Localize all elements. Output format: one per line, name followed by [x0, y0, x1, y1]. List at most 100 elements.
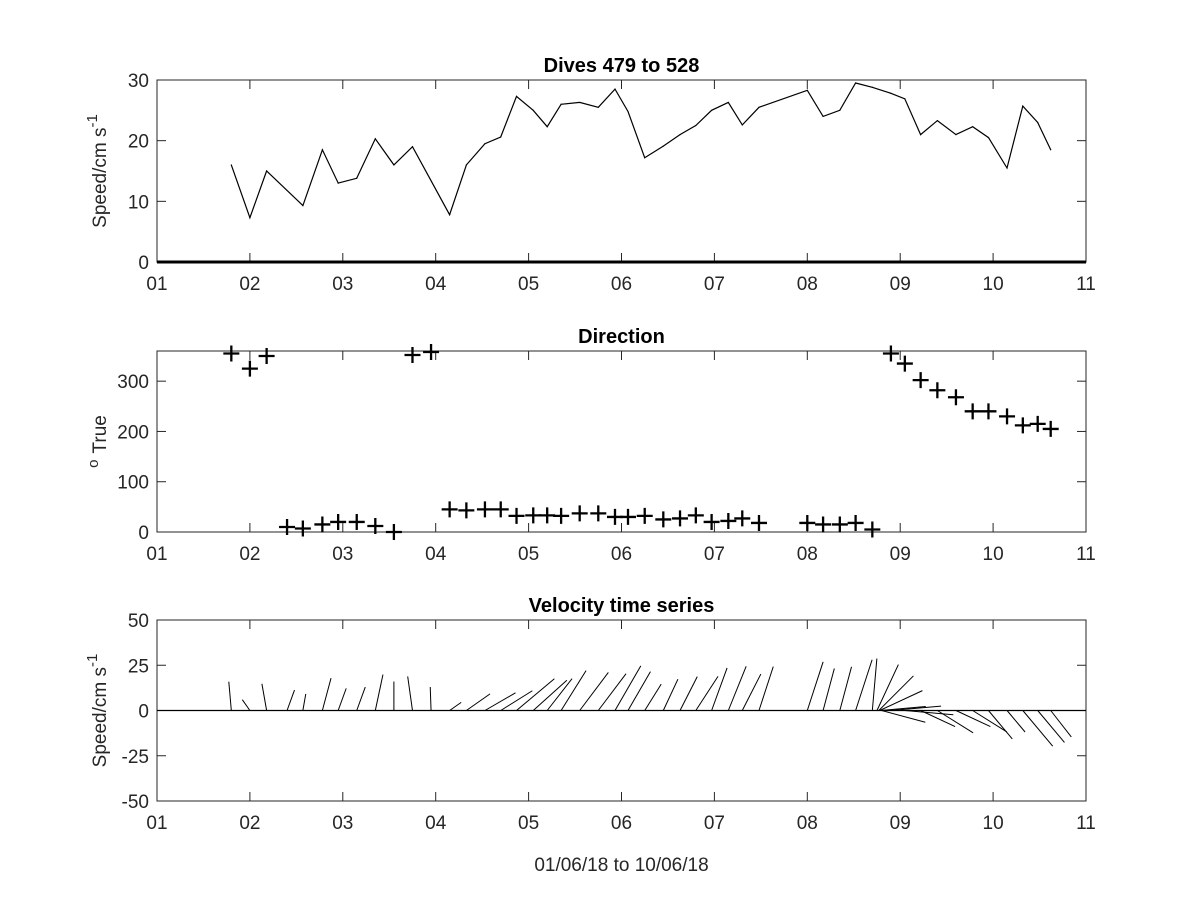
x-tick-label: 06	[611, 813, 632, 834]
direction-marker	[330, 513, 347, 530]
x-tick-label: 09	[890, 544, 911, 565]
direction-marker	[831, 516, 848, 533]
velocity-stick	[955, 710, 991, 728]
direction-marker	[672, 510, 689, 527]
speed-panel: 01 02 03 04 05 06 07 08 09 10 11 0 10 20 30 Dives 479 t…	[84, 55, 1096, 295]
speed-point	[972, 126, 974, 128]
speed-point	[266, 170, 268, 172]
direction-marker	[423, 344, 440, 361]
speed-point	[741, 124, 743, 126]
y-tick-label: -25	[122, 747, 149, 768]
velocity-stick	[695, 676, 719, 711]
velocity-stick	[429, 686, 432, 711]
velocity-stick	[1037, 710, 1065, 743]
direction-marker	[385, 524, 402, 540]
speed-point	[356, 177, 358, 179]
speed-point	[465, 164, 467, 166]
panel-title: Velocity time series	[529, 595, 715, 617]
x-tick-label: 10	[983, 274, 1004, 295]
direction-marker	[476, 501, 493, 518]
velocity-stick	[614, 665, 642, 711]
velocity-stick	[822, 668, 835, 711]
direction-marker	[980, 403, 997, 420]
speed-point	[920, 134, 922, 136]
speed-point	[515, 95, 518, 97]
velocity-stick	[302, 693, 307, 711]
velocity-stick	[741, 673, 762, 711]
speed-point	[302, 204, 304, 207]
speed-point	[904, 98, 906, 100]
x-tick-label: 04	[425, 544, 447, 565]
x-tick-label: 08	[797, 274, 818, 295]
y-axis-label-prefix: o	[85, 460, 102, 468]
velocity-stick	[881, 710, 926, 723]
speed-point	[1037, 121, 1039, 124]
direction-marker	[999, 408, 1016, 425]
axes-box	[156, 350, 1087, 533]
velocity-stick	[337, 688, 347, 711]
panel-title: Dives 479 to 528	[544, 55, 700, 77]
y-axis-label-text: Speed/cm s	[90, 128, 111, 228]
x-tick-label: 08	[797, 544, 818, 565]
velocity-stick	[500, 690, 533, 711]
velocity-stick	[839, 666, 853, 711]
direction-marker	[912, 372, 929, 389]
x-tick-label: 07	[704, 544, 725, 565]
x-tick-label: 07	[704, 274, 725, 295]
direction-panel: 01 02 03 04 05 06 07 08 09 10 11 0 100 200 300 Directio…	[85, 326, 1096, 565]
velocity-stick	[321, 678, 332, 711]
x-tick-label: 03	[332, 544, 353, 565]
velocity-stick	[449, 701, 462, 711]
speed-point	[871, 86, 873, 88]
velocity-stick	[937, 710, 974, 734]
direction-marker	[571, 505, 588, 522]
velocity-stick	[662, 678, 679, 711]
speed-point	[662, 145, 664, 147]
direction-marker	[258, 348, 275, 365]
x-tick-label: 08	[797, 813, 818, 834]
direction-marker	[847, 514, 864, 531]
y-axis-label-text: Speed/cm s	[90, 667, 111, 767]
direction-marker	[590, 505, 607, 522]
speed-point	[532, 109, 534, 111]
x-tick-label: 01	[146, 274, 167, 295]
velocity-stick	[871, 658, 878, 711]
velocity-stick	[920, 710, 956, 728]
x-tick-label: 07	[704, 813, 725, 834]
velocity-stick	[516, 678, 555, 711]
speed-point	[936, 120, 938, 122]
velocity-stick	[261, 683, 268, 711]
panel-title: Direction	[578, 326, 665, 348]
speed-point	[560, 103, 562, 105]
velocity-stick	[579, 672, 609, 711]
y-tick-label: 50	[128, 611, 149, 632]
direction-marker	[294, 520, 311, 537]
direction-marker	[492, 501, 509, 518]
direction-marker	[279, 518, 296, 535]
x-tick-label: 04	[425, 813, 447, 834]
speed-point	[695, 124, 697, 127]
speed-point	[758, 106, 760, 108]
velocity-stick	[546, 678, 573, 711]
velocity-stick	[597, 673, 627, 711]
velocity-stick	[241, 699, 251, 711]
direction-marker	[896, 355, 913, 372]
direction-marker	[1014, 417, 1031, 434]
speed-point	[1006, 167, 1008, 169]
direction-marker	[720, 512, 737, 529]
speed-point	[644, 157, 646, 159]
direction-marker	[620, 508, 637, 525]
x-tick-label: 11	[1076, 813, 1096, 834]
velocity-stick	[560, 670, 587, 711]
y-tick-label: 25	[128, 656, 149, 677]
velocity-stick	[879, 690, 923, 711]
speed-point	[597, 106, 599, 108]
speed-point	[1022, 105, 1024, 107]
velocity-stick	[407, 676, 413, 711]
speed-point	[500, 136, 502, 138]
speed-point	[955, 134, 957, 136]
velocity-stick	[878, 675, 914, 711]
speed-point	[1050, 149, 1052, 151]
x-tick-label: 01	[146, 813, 167, 834]
y-axis-label-superscript: -1	[84, 114, 101, 127]
